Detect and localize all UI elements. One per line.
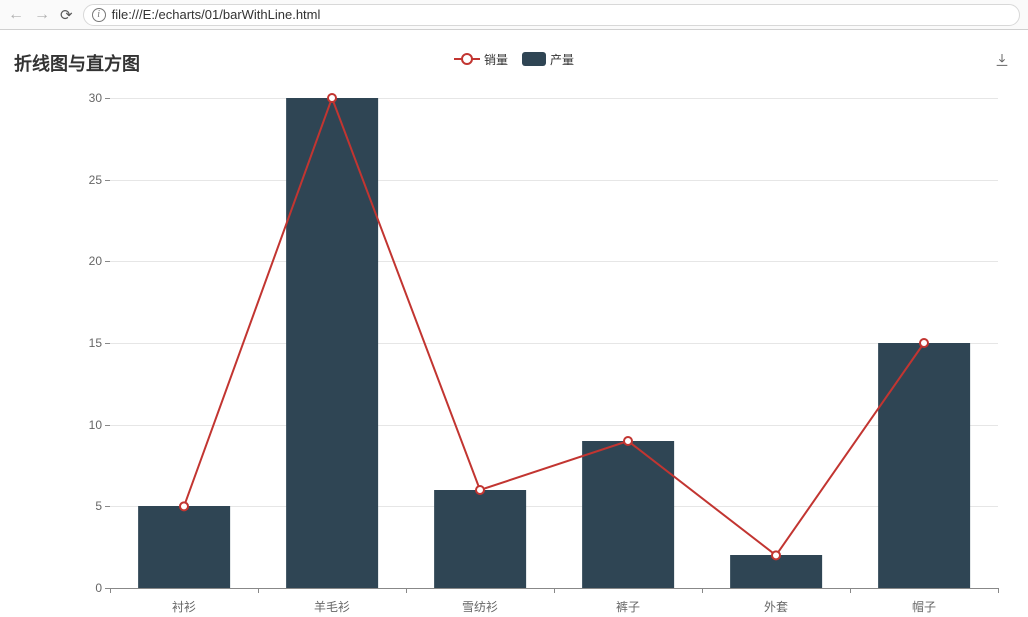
x-tick-label: 裤子 xyxy=(616,598,640,615)
y-tick-label: 5 xyxy=(95,499,102,513)
x-tick-label: 衬衫 xyxy=(172,598,196,615)
y-tick-label: 25 xyxy=(89,173,102,187)
x-tick-label: 帽子 xyxy=(912,598,936,615)
y-tick-label: 10 xyxy=(89,418,102,432)
x-tick xyxy=(110,588,111,593)
chart-title: 折线图与直方图 xyxy=(14,50,140,76)
legend-bar-label: 产量 xyxy=(550,51,574,68)
line-path xyxy=(184,98,924,555)
x-tick xyxy=(702,588,703,593)
x-tick xyxy=(406,588,407,593)
reload-button[interactable]: ⟳ xyxy=(60,6,73,24)
back-button[interactable]: ← xyxy=(8,6,24,24)
x-tick-label: 羊毛衫 xyxy=(314,598,350,615)
chart-container: 折线图与直方图 销量 产量 051015202530 衬衫羊毛衫雪纺衫裤子外套帽… xyxy=(0,30,1028,588)
x-tick-label: 外套 xyxy=(764,598,788,615)
x-tick xyxy=(554,588,555,593)
chart-legend: 销量 产量 xyxy=(10,48,1018,70)
legend-line-label: 销量 xyxy=(484,51,508,68)
url-text: file:///E:/echarts/01/barWithLine.html xyxy=(112,7,321,22)
download-icon[interactable] xyxy=(994,55,1010,72)
line-point[interactable] xyxy=(180,502,188,510)
line-point[interactable] xyxy=(328,94,336,102)
line-series xyxy=(110,98,998,588)
legend-line-icon xyxy=(454,58,480,60)
y-tick-label: 0 xyxy=(95,581,102,595)
browser-toolbar: ← → ⟳ i file:///E:/echarts/01/barWithLin… xyxy=(0,0,1028,30)
y-tick-label: 20 xyxy=(89,254,102,268)
address-bar[interactable]: i file:///E:/echarts/01/barWithLine.html xyxy=(83,4,1020,26)
x-tick xyxy=(850,588,851,593)
y-tick-label: 15 xyxy=(89,336,102,350)
y-tick-label: 30 xyxy=(89,91,102,105)
legend-bar-icon xyxy=(522,52,546,66)
plot-area: 051015202530 衬衫羊毛衫雪纺衫裤子外套帽子 xyxy=(110,98,998,588)
chart-toolbox xyxy=(994,52,1010,73)
legend-item-bar[interactable]: 产量 xyxy=(522,51,574,68)
x-tick xyxy=(998,588,999,593)
line-point[interactable] xyxy=(920,339,928,347)
legend-item-line[interactable]: 销量 xyxy=(454,51,508,68)
site-info-icon[interactable]: i xyxy=(92,8,106,22)
line-point[interactable] xyxy=(476,486,484,494)
line-point[interactable] xyxy=(624,437,632,445)
x-tick xyxy=(258,588,259,593)
line-point[interactable] xyxy=(772,551,780,559)
forward-button[interactable]: → xyxy=(34,6,50,24)
x-tick-label: 雪纺衫 xyxy=(462,598,498,615)
